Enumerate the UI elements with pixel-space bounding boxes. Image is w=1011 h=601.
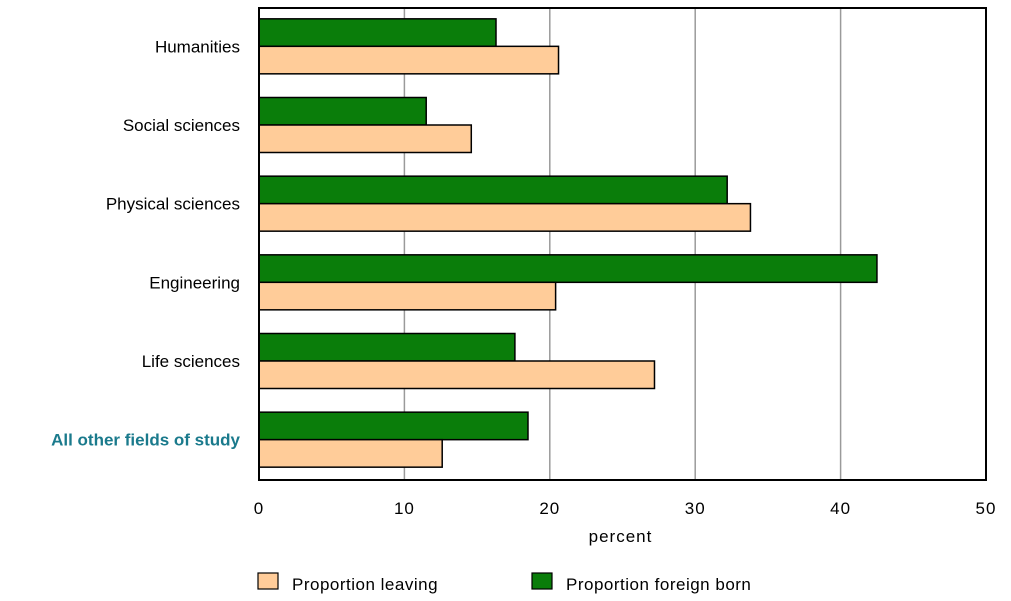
legend-label: Proportion leaving	[292, 575, 438, 594]
legend-swatch	[257, 572, 279, 590]
category-label: Engineering	[149, 273, 240, 292]
bar-proportion-foreign-born	[258, 332, 516, 362]
category-label: Social sciences	[123, 116, 240, 135]
legend-swatch	[531, 572, 553, 590]
category-label: All other fields of study	[51, 431, 240, 450]
x-tick-label: 0	[254, 499, 264, 518]
category-labels: Humanities Social sciences Physical scienc…	[51, 37, 240, 449]
x-tick-label: 20	[539, 499, 560, 518]
bar-proportion-leaving	[258, 202, 752, 232]
bar-proportion-foreign-born	[258, 18, 497, 48]
x-tick-label: 40	[830, 499, 851, 518]
x-axis-title: percent	[589, 527, 653, 546]
legend-label: Proportion foreign born	[566, 575, 751, 594]
bar-proportion-leaving	[258, 124, 473, 154]
bar-proportion-foreign-born	[258, 175, 728, 205]
x-tick-label: 10	[394, 499, 415, 518]
bar-proportion-leaving	[258, 281, 557, 311]
plot-frame	[258, 7, 987, 481]
x-tick-label: 50	[976, 499, 997, 518]
x-tick-labels: 0 10 20 30 40 50	[254, 499, 997, 518]
bars	[258, 18, 878, 468]
category-label: Life sciences	[142, 352, 240, 371]
bar-proportion-leaving	[258, 360, 656, 390]
category-label: Physical sciences	[106, 195, 240, 214]
legend: Proportion leaving Proportion foreign bor…	[257, 572, 751, 594]
bar-proportion-foreign-born	[258, 411, 529, 441]
bar-proportion-foreign-born	[258, 254, 878, 284]
grid-lines	[403, 8, 842, 480]
x-tick-label: 30	[685, 499, 706, 518]
bar-proportion-leaving	[258, 438, 443, 468]
category-label: Humanities	[155, 37, 240, 56]
bar-proportion-leaving	[258, 45, 560, 75]
bar-proportion-foreign-born	[258, 96, 427, 126]
